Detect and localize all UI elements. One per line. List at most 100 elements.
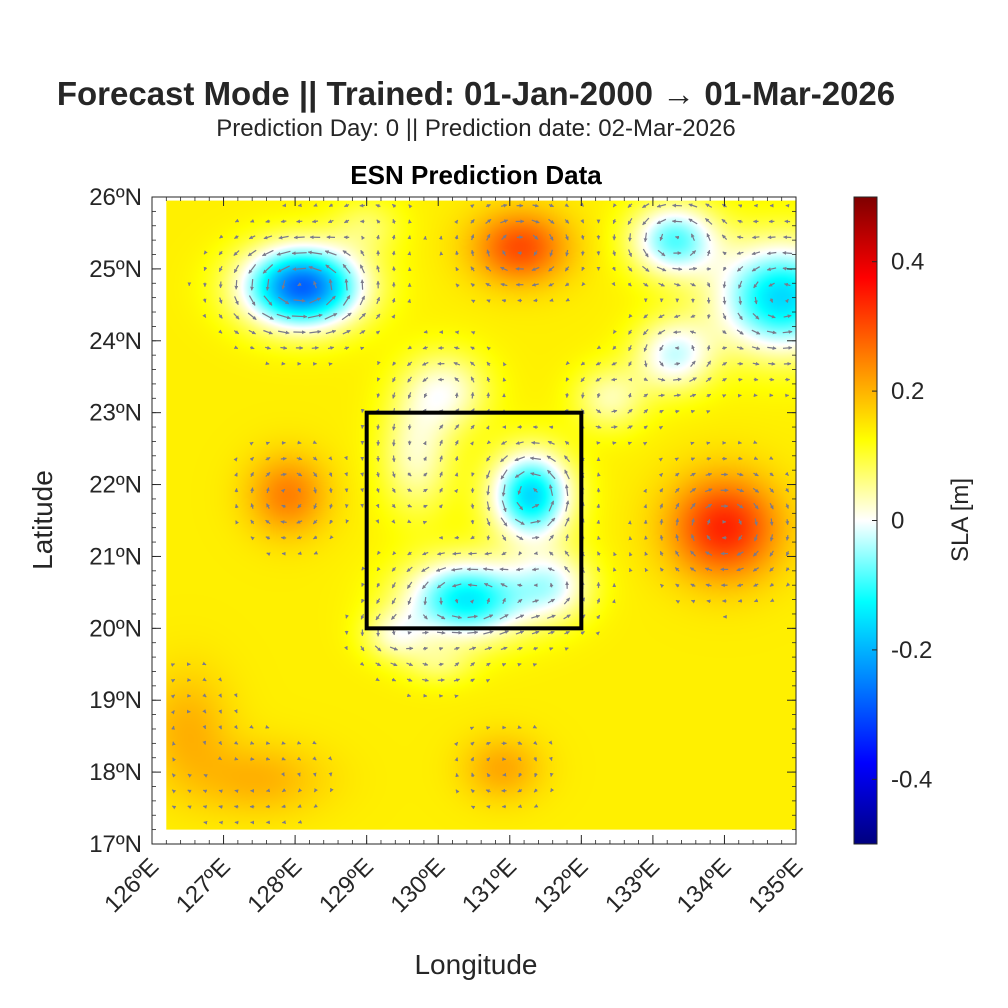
vector-arrow	[392, 361, 397, 366]
vector-arrow	[234, 218, 240, 223]
vector-arrow	[344, 203, 350, 208]
vector-arrow	[500, 469, 508, 480]
vector-arrow	[313, 788, 318, 793]
vector-arrow	[235, 520, 239, 525]
vector-arrow	[324, 250, 337, 256]
vector-arrow	[233, 740, 239, 745]
vector-arrow	[392, 266, 396, 272]
vector-arrow	[313, 203, 318, 207]
vector-arrow	[753, 281, 759, 289]
vector-arrow	[342, 263, 351, 274]
vector-arrow	[627, 217, 633, 225]
vector-arrow	[454, 662, 460, 667]
vector-arrow	[297, 788, 303, 793]
vector-arrow	[171, 773, 177, 778]
vector-arrow	[531, 630, 540, 635]
vector-arrow	[486, 299, 491, 303]
vector-arrow	[406, 662, 414, 667]
vector-arrow	[674, 487, 680, 493]
vector-arrow	[737, 456, 743, 461]
vector-arrow	[689, 567, 697, 572]
vector-arrow	[454, 694, 459, 699]
vector-arrow	[263, 235, 273, 240]
vector-arrow	[721, 234, 728, 241]
vector-arrow	[266, 503, 270, 509]
vector-arrow	[642, 217, 650, 226]
vector-arrow	[767, 314, 776, 319]
vector-arrow	[454, 741, 459, 747]
vector-arrow	[596, 614, 601, 620]
vector-arrow	[423, 392, 428, 398]
vector-arrow	[327, 346, 335, 350]
vector-arrow	[581, 281, 586, 287]
vector-arrow	[533, 250, 538, 256]
vector-arrow	[233, 345, 239, 350]
vector-arrow	[690, 282, 696, 287]
vector-arrow	[752, 550, 759, 557]
vector-arrow	[612, 203, 617, 208]
vector-arrow	[500, 219, 509, 224]
vector-arrow	[767, 346, 777, 350]
vector-arrow	[515, 630, 525, 635]
vector-arrow	[673, 393, 681, 398]
vector-arrow	[706, 249, 711, 257]
vector-arrow	[500, 646, 508, 651]
vector-arrow	[595, 631, 600, 636]
vector-arrow	[643, 344, 648, 352]
vector-arrow	[202, 677, 207, 682]
vector-arrow	[533, 298, 538, 303]
axes-title: ESN Prediction Data	[350, 160, 602, 190]
vector-arrow	[549, 298, 554, 302]
vector-arrow	[280, 219, 287, 224]
vector-arrow	[359, 329, 366, 335]
vector-arrow	[627, 392, 632, 398]
vector-arrow	[532, 599, 539, 603]
vector-arrow	[471, 331, 476, 335]
vector-arrow	[674, 362, 681, 366]
vector-arrow	[265, 741, 271, 745]
plot-area	[166, 200, 796, 830]
vector-arrow	[500, 282, 508, 287]
vector-arrow	[265, 456, 271, 461]
vector-arrow	[263, 329, 273, 335]
vector-arrow	[344, 278, 349, 291]
vector-arrow	[688, 218, 698, 225]
vector-arrow	[391, 503, 396, 509]
vector-arrow	[328, 472, 333, 477]
vector-arrow	[296, 472, 303, 477]
vector-arrow	[564, 484, 569, 496]
vector-arrow	[531, 567, 539, 572]
vector-arrow	[341, 312, 352, 321]
vector-arrow	[375, 204, 381, 208]
vector-arrow	[628, 361, 633, 367]
vector-arrow	[342, 329, 351, 335]
vector-arrow	[281, 504, 286, 509]
vector-arrow	[707, 314, 711, 319]
vector-arrow	[234, 756, 239, 761]
vector-arrow	[486, 518, 491, 526]
vector-arrow	[471, 772, 475, 778]
vector-arrow	[675, 534, 680, 542]
x-tick-label: 131ºE	[457, 853, 522, 918]
vector-arrow	[265, 519, 271, 525]
vector-arrow	[202, 693, 207, 698]
vector-arrow	[785, 488, 790, 493]
vector-arrow	[517, 598, 523, 604]
vector-arrow	[516, 535, 524, 541]
vector-arrow	[329, 534, 334, 540]
vector-arrow	[705, 503, 713, 509]
vector-arrow	[455, 283, 460, 288]
vector-arrow	[548, 266, 555, 272]
vector-arrow	[517, 663, 522, 667]
vector-arrow	[673, 314, 681, 319]
vector-arrow	[324, 312, 338, 320]
vector-arrow	[675, 502, 680, 510]
y-tick-label: 18ºN	[89, 759, 142, 786]
vector-arrow	[706, 519, 711, 525]
vector-arrow	[530, 472, 541, 477]
vector-arrow	[565, 534, 569, 542]
vector-arrow	[596, 535, 601, 540]
vector-arrow	[751, 329, 761, 335]
vector-arrow	[501, 534, 507, 541]
vector-arrow	[391, 297, 396, 303]
